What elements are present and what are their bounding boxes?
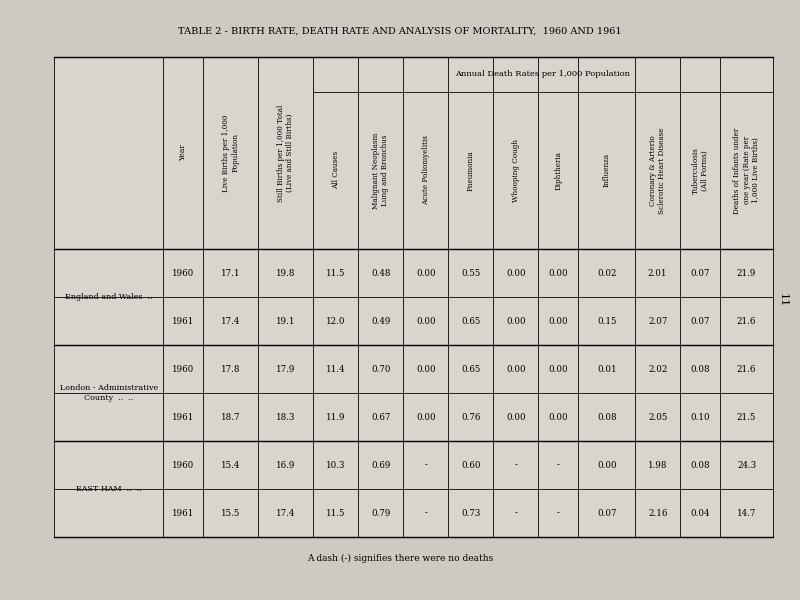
Text: 0.00: 0.00 xyxy=(549,269,568,277)
Text: 15.4: 15.4 xyxy=(221,461,240,469)
Text: 21.9: 21.9 xyxy=(737,269,756,277)
Text: 14.7: 14.7 xyxy=(737,509,756,517)
Text: 0.00: 0.00 xyxy=(506,269,526,277)
Text: A dash (-) signifies there were no deaths: A dash (-) signifies there were no death… xyxy=(307,553,493,563)
Text: 0.55: 0.55 xyxy=(461,269,481,277)
Text: -: - xyxy=(424,509,427,517)
Text: 11.5: 11.5 xyxy=(326,269,346,277)
Text: 1960: 1960 xyxy=(172,461,194,469)
Text: 21.6: 21.6 xyxy=(737,317,756,325)
Text: 1961: 1961 xyxy=(172,509,194,517)
Text: 19.1: 19.1 xyxy=(276,317,295,325)
Text: 2.16: 2.16 xyxy=(648,509,667,517)
Text: 0.08: 0.08 xyxy=(597,413,617,421)
Text: 2.05: 2.05 xyxy=(648,413,667,421)
Text: -: - xyxy=(514,461,518,469)
Text: 16.9: 16.9 xyxy=(276,461,295,469)
Text: 0.00: 0.00 xyxy=(416,269,435,277)
Text: 1960: 1960 xyxy=(172,269,194,277)
Text: 0.04: 0.04 xyxy=(690,509,710,517)
Text: Malignant Neoplasm
Lung and Bronchus: Malignant Neoplasm Lung and Bronchus xyxy=(372,132,390,209)
Bar xyxy=(54,57,773,537)
Text: -: - xyxy=(424,461,427,469)
Text: 10.3: 10.3 xyxy=(326,461,346,469)
Text: 0.08: 0.08 xyxy=(690,461,710,469)
Text: 2.07: 2.07 xyxy=(648,317,667,325)
Text: 0.00: 0.00 xyxy=(549,413,568,421)
Text: 1961: 1961 xyxy=(172,413,194,421)
Text: 12.0: 12.0 xyxy=(326,317,346,325)
Text: 0.00: 0.00 xyxy=(416,365,435,373)
Text: 0.65: 0.65 xyxy=(461,317,481,325)
Text: 0.07: 0.07 xyxy=(597,509,617,517)
Text: Still Births per 1,000 Total
(Live and Still Births): Still Births per 1,000 Total (Live and S… xyxy=(277,104,294,202)
Text: England and Wales  ..: England and Wales .. xyxy=(65,293,152,301)
Text: 21.5: 21.5 xyxy=(737,413,756,421)
Text: 0.00: 0.00 xyxy=(416,317,435,325)
Text: 0.65: 0.65 xyxy=(461,365,481,373)
Text: 2.02: 2.02 xyxy=(648,365,667,373)
Text: 1.98: 1.98 xyxy=(648,461,667,469)
Text: 11.4: 11.4 xyxy=(326,365,346,373)
Text: Live Births per 1,000
Population: Live Births per 1,000 Population xyxy=(222,114,239,192)
Text: 17.9: 17.9 xyxy=(276,365,295,373)
Text: 11.9: 11.9 xyxy=(326,413,346,421)
Text: 0.00: 0.00 xyxy=(549,365,568,373)
Text: Tuberculosis
(All Forms): Tuberculosis (All Forms) xyxy=(692,147,709,194)
Text: 1961: 1961 xyxy=(172,317,194,325)
Text: 0.79: 0.79 xyxy=(371,509,390,517)
Text: -: - xyxy=(557,509,560,517)
Text: 1960: 1960 xyxy=(172,365,194,373)
Text: Annual Death Rates per 1,000 Population: Annual Death Rates per 1,000 Population xyxy=(455,70,630,79)
Text: 0.48: 0.48 xyxy=(371,269,390,277)
Text: 17.4: 17.4 xyxy=(276,509,295,517)
Text: 15.5: 15.5 xyxy=(221,509,240,517)
Text: London - Administrative
County  ..  ..: London - Administrative County .. .. xyxy=(59,385,158,401)
Text: 0.10: 0.10 xyxy=(690,413,710,421)
Text: -: - xyxy=(557,461,560,469)
Text: 0.60: 0.60 xyxy=(461,461,481,469)
Text: 0.08: 0.08 xyxy=(690,365,710,373)
Text: All Causes: All Causes xyxy=(331,151,339,190)
Text: Deaths of Infants under
one year (Rate per
1,000 Live Births): Deaths of Infants under one year (Rate p… xyxy=(734,127,760,214)
Text: 0.15: 0.15 xyxy=(597,317,617,325)
Text: 0.73: 0.73 xyxy=(461,509,480,517)
Text: -: - xyxy=(514,509,518,517)
Text: 17.4: 17.4 xyxy=(221,317,240,325)
Text: 0.69: 0.69 xyxy=(371,461,390,469)
Text: 0.07: 0.07 xyxy=(690,269,710,277)
Text: EAST HAM  ..  ..: EAST HAM .. .. xyxy=(76,485,142,493)
Text: 0.07: 0.07 xyxy=(690,317,710,325)
Text: 0.67: 0.67 xyxy=(371,413,390,421)
Text: 17.8: 17.8 xyxy=(221,365,240,373)
Text: Acute Poliomyelitis: Acute Poliomyelitis xyxy=(422,136,430,205)
Text: 17.1: 17.1 xyxy=(221,269,240,277)
Text: Year: Year xyxy=(179,145,187,161)
Text: 0.70: 0.70 xyxy=(371,365,390,373)
Text: 0.00: 0.00 xyxy=(506,413,526,421)
Text: Whooping Cough: Whooping Cough xyxy=(512,139,520,202)
Text: 19.8: 19.8 xyxy=(276,269,295,277)
Text: 0.00: 0.00 xyxy=(506,365,526,373)
Text: 0.00: 0.00 xyxy=(506,317,526,325)
Text: 21.6: 21.6 xyxy=(737,365,756,373)
Text: 24.3: 24.3 xyxy=(737,461,756,469)
Text: Pneumonia: Pneumonia xyxy=(466,150,474,191)
Text: Coronary & Arterio
Sclerotic Heart Disease: Coronary & Arterio Sclerotic Heart Disea… xyxy=(649,127,666,214)
Text: 0.00: 0.00 xyxy=(416,413,435,421)
Text: TABLE 2 - BIRTH RATE, DEATH RATE AND ANALYSIS OF MORTALITY,  1960 AND 1961: TABLE 2 - BIRTH RATE, DEATH RATE AND ANA… xyxy=(178,27,622,36)
Text: 0.76: 0.76 xyxy=(461,413,481,421)
Text: 0.00: 0.00 xyxy=(597,461,617,469)
Text: 11.5: 11.5 xyxy=(326,509,346,517)
Text: 18.3: 18.3 xyxy=(276,413,295,421)
Text: Influenza: Influenza xyxy=(602,154,610,187)
Text: 0.02: 0.02 xyxy=(597,269,617,277)
Text: 0.00: 0.00 xyxy=(549,317,568,325)
Text: 2.01: 2.01 xyxy=(648,269,667,277)
Text: 0.01: 0.01 xyxy=(597,365,617,373)
Text: Diphtheria: Diphtheria xyxy=(554,151,562,190)
Text: 0.49: 0.49 xyxy=(371,317,390,325)
Text: 18.7: 18.7 xyxy=(221,413,240,421)
Text: 11: 11 xyxy=(778,293,787,307)
